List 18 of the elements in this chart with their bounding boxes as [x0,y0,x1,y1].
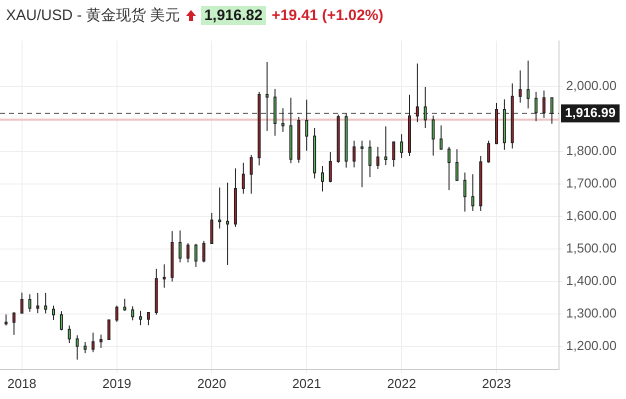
ref-line-label: 1,916.99 [565,104,616,120]
y-tick-label: 1,700.00 [566,176,617,191]
y-tick-label: 1,600.00 [566,208,617,224]
x-tick-label: 2020 [197,376,226,391]
y-tick-label: 1,300.00 [566,306,617,321]
y-tick-label: 2,000.00 [566,78,617,93]
y-tick-label: 1,400.00 [566,273,617,288]
y-tick-label: 1,200.00 [566,338,617,354]
chart-title: XAU/USD - 黄金现货 美元 [6,6,180,24]
x-tick-label: 2019 [102,376,132,391]
text: 1,916.82 [201,6,266,24]
text: +19.41 (+1.02%) [272,6,384,24]
x-tick-label: 2021 [292,376,322,391]
x-tick-label: 2023 [482,376,511,391]
x-tick-label: 2018 [7,376,36,391]
y-tick-label: 1,500.00 [566,240,617,256]
y-tick-label: 1,800.00 [566,142,617,158]
x-tick-label: 2022 [387,376,416,391]
